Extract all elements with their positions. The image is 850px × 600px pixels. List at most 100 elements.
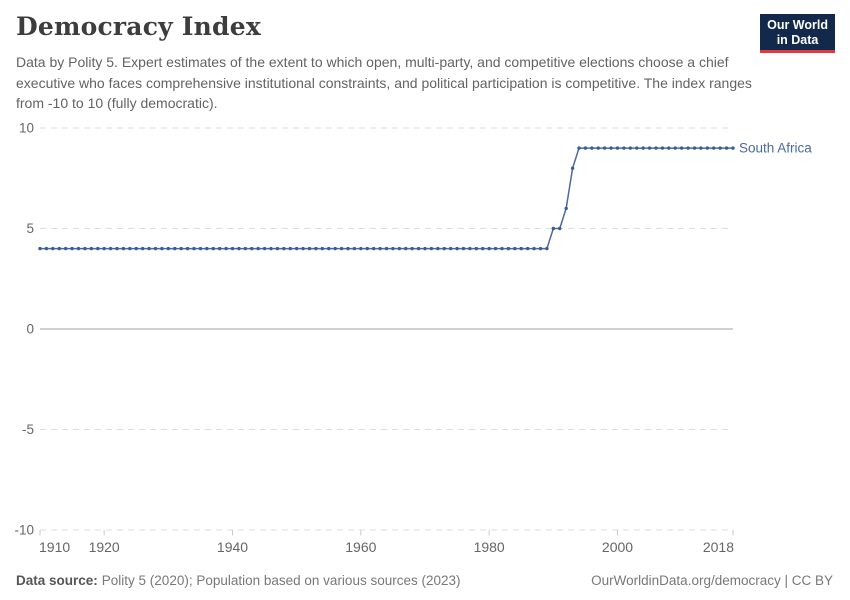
series-point[interactable]	[384, 246, 389, 251]
series-point[interactable]	[487, 246, 491, 251]
series-point[interactable]	[641, 146, 645, 150]
series-point[interactable]	[647, 146, 652, 150]
series-point[interactable]	[596, 146, 600, 150]
series-point[interactable]	[481, 246, 485, 251]
series-point[interactable]	[416, 246, 421, 251]
series-point[interactable]	[378, 246, 382, 251]
series-point[interactable]	[718, 146, 722, 150]
series-point[interactable]	[397, 246, 402, 251]
series-point[interactable]	[590, 146, 594, 150]
series-point[interactable]	[673, 146, 677, 150]
series-point[interactable]	[327, 246, 331, 251]
series-point[interactable]	[442, 246, 446, 251]
series-point[interactable]	[686, 146, 690, 150]
series-point[interactable]	[692, 146, 697, 150]
series-point[interactable]	[217, 246, 222, 251]
series-point[interactable]	[346, 246, 350, 251]
series-point[interactable]	[134, 246, 138, 251]
series-point[interactable]	[250, 246, 254, 251]
series-point[interactable]	[44, 246, 49, 251]
series-point[interactable]	[371, 246, 376, 251]
series-point[interactable]	[294, 246, 299, 251]
series-point[interactable]	[577, 146, 581, 150]
series-point[interactable]	[667, 146, 671, 150]
series-point[interactable]	[660, 146, 665, 150]
series-point[interactable]	[622, 146, 626, 150]
series-point[interactable]	[237, 246, 241, 251]
series-point[interactable]	[307, 246, 312, 251]
series-point[interactable]	[724, 146, 729, 150]
series-point[interactable]	[224, 246, 228, 251]
series-point[interactable]	[359, 246, 363, 251]
series-point[interactable]	[314, 246, 318, 251]
series-point[interactable]	[448, 246, 453, 251]
series-point[interactable]	[461, 246, 466, 251]
series-entity-label[interactable]: South Africa	[739, 141, 812, 156]
series-point[interactable]	[173, 246, 177, 251]
series-point[interactable]	[455, 246, 459, 251]
series-point[interactable]	[654, 146, 658, 150]
series-point[interactable]	[269, 246, 273, 251]
series-point[interactable]	[230, 246, 235, 251]
series-point[interactable]	[96, 246, 100, 251]
series-point[interactable]	[712, 146, 716, 150]
series-point[interactable]	[551, 226, 556, 231]
series-point[interactable]	[288, 246, 292, 251]
series-point[interactable]	[102, 246, 106, 251]
series-point[interactable]	[602, 146, 607, 150]
series-point[interactable]	[333, 246, 337, 251]
series-point[interactable]	[243, 246, 248, 251]
credit-line[interactable]: OurWorldinData.org/democracy | CC BY	[591, 573, 833, 588]
series-point[interactable]	[404, 246, 408, 251]
series-point[interactable]	[429, 246, 434, 251]
series-point[interactable]	[391, 246, 395, 251]
series-point[interactable]	[410, 246, 414, 251]
series-point[interactable]	[679, 146, 684, 150]
series-point[interactable]	[436, 246, 440, 251]
series-point[interactable]	[628, 146, 633, 150]
series-point[interactable]	[525, 246, 530, 251]
series-point[interactable]	[558, 226, 562, 231]
series-point[interactable]	[532, 246, 536, 251]
series-point[interactable]	[564, 206, 568, 211]
series-point[interactable]	[89, 246, 94, 251]
series-point[interactable]	[160, 246, 164, 251]
series-point[interactable]	[70, 246, 74, 251]
series-point[interactable]	[570, 166, 575, 170]
series-point[interactable]	[609, 146, 613, 150]
series-point[interactable]	[468, 246, 472, 251]
series-point[interactable]	[474, 246, 479, 251]
series-point[interactable]	[506, 246, 511, 251]
series-point[interactable]	[545, 246, 549, 251]
series-point[interactable]	[63, 246, 68, 251]
series-point[interactable]	[51, 246, 55, 251]
series-point[interactable]	[128, 246, 132, 251]
series-point[interactable]	[83, 246, 87, 251]
series-point[interactable]	[282, 246, 286, 251]
series-point[interactable]	[57, 246, 61, 251]
series-point[interactable]	[256, 246, 260, 251]
series-point[interactable]	[493, 246, 498, 251]
series-point[interactable]	[192, 246, 196, 251]
series-point[interactable]	[583, 146, 588, 150]
series-point[interactable]	[166, 246, 171, 251]
series-point[interactable]	[500, 246, 504, 251]
series-line[interactable]	[40, 147, 733, 250]
series-point[interactable]	[185, 246, 190, 251]
series-point[interactable]	[352, 246, 357, 251]
series-point[interactable]	[179, 246, 183, 251]
series-point[interactable]	[365, 246, 369, 251]
series-point[interactable]	[147, 246, 151, 251]
series-point[interactable]	[275, 246, 280, 251]
series-point[interactable]	[262, 246, 267, 251]
series-point[interactable]	[205, 246, 209, 251]
series-point[interactable]	[108, 246, 113, 251]
owid-logo[interactable]: Our World in Data	[760, 14, 835, 53]
series-point[interactable]	[140, 246, 145, 251]
series-point[interactable]	[705, 146, 710, 150]
series-point[interactable]	[198, 246, 203, 251]
series-point[interactable]	[339, 246, 344, 251]
series-point[interactable]	[635, 146, 639, 150]
series-point[interactable]	[615, 146, 620, 150]
